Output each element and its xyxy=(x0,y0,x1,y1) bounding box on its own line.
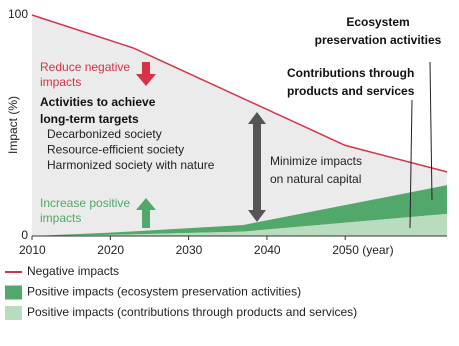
negative-area xyxy=(32,15,447,236)
x-tick-label: 2040 xyxy=(254,243,281,257)
legend-swatch xyxy=(5,285,22,300)
up-arrow xyxy=(136,198,156,228)
annotation: preservation activities xyxy=(315,33,442,47)
annotation: Resource-efficient society xyxy=(47,143,184,157)
annotation: Reduce negative xyxy=(40,60,130,74)
y-tick-label: 100 xyxy=(8,7,28,21)
x-tick-label: 2030 xyxy=(176,243,203,257)
y-axis-label: Impact (%) xyxy=(6,96,20,154)
leader-line xyxy=(409,99,413,229)
legend-label: Negative impacts xyxy=(27,264,119,278)
x-tick-label: 2010 xyxy=(19,243,46,257)
annotation: Harmonized society with nature xyxy=(47,158,215,172)
annotation: Ecosystem xyxy=(346,15,409,29)
decorations xyxy=(136,61,433,229)
plot-area xyxy=(31,14,448,236)
x-tick-label: 2050 (year) xyxy=(332,243,393,257)
annotation: on natural capital xyxy=(270,172,361,186)
annotation: Decarbonized society xyxy=(47,127,162,141)
area-contributions xyxy=(32,213,447,236)
annotation: long-term targets xyxy=(40,112,139,126)
x-tick-label: 2020 xyxy=(97,243,124,257)
annotation: impacts xyxy=(40,211,81,225)
double-arrow xyxy=(248,112,266,222)
leader-line xyxy=(429,61,433,201)
legend-label: Positive impacts (ecosystem preservation… xyxy=(27,285,301,299)
legend-swatch xyxy=(5,306,22,320)
annotation: impacts xyxy=(40,75,81,89)
y-tick-label: 0 xyxy=(21,228,28,242)
annotation: Increase positive xyxy=(40,196,130,210)
area-ecosystem xyxy=(32,185,447,236)
annotation: products and services xyxy=(287,84,415,98)
negative-line xyxy=(31,14,448,173)
annotation: Activities to achieve xyxy=(40,95,156,109)
down-arrow xyxy=(136,62,156,86)
annotation: Minimize impacts xyxy=(270,154,362,168)
legend-label: Positive impacts (contributions through … xyxy=(27,305,357,319)
annotation: Contributions through xyxy=(287,66,414,80)
